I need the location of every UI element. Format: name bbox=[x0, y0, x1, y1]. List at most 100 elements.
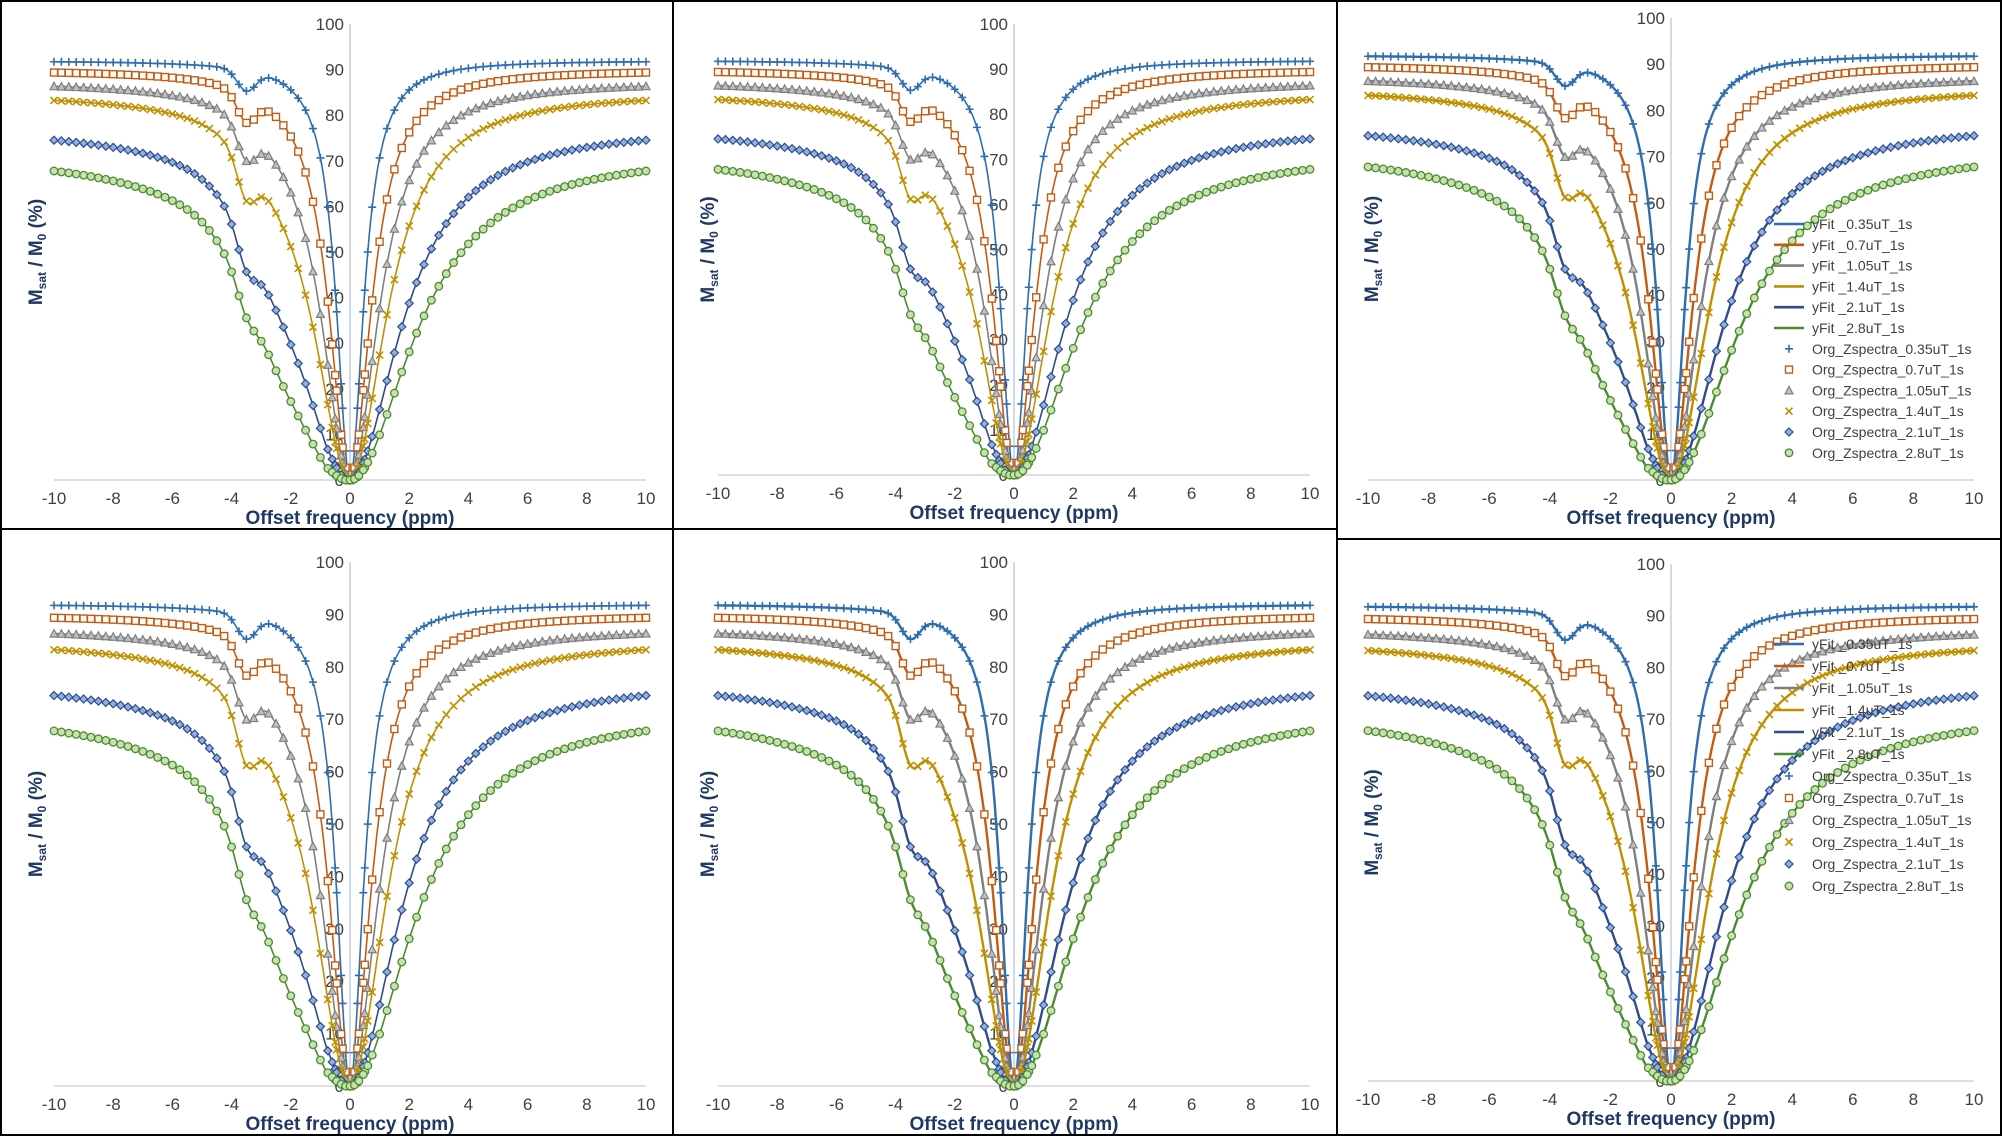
series-1.05uT bbox=[713, 80, 1315, 480]
data-point bbox=[1576, 623, 1585, 632]
data-point bbox=[1223, 703, 1234, 714]
data-point bbox=[64, 168, 74, 178]
data-point bbox=[1283, 96, 1292, 105]
data-point bbox=[123, 145, 133, 155]
data-point bbox=[1363, 75, 1373, 86]
data-point bbox=[1507, 776, 1517, 786]
data-point bbox=[256, 659, 266, 668]
data-point bbox=[101, 649, 110, 659]
data-point bbox=[1260, 138, 1271, 149]
data-point bbox=[1186, 715, 1197, 726]
data-point bbox=[1400, 631, 1411, 641]
data-point bbox=[1202, 105, 1211, 114]
data-point bbox=[1090, 292, 1100, 302]
data-point bbox=[375, 237, 384, 246]
data-point bbox=[116, 58, 125, 67]
data-point bbox=[323, 297, 332, 306]
data-point bbox=[79, 58, 88, 67]
data-point bbox=[234, 291, 244, 301]
data-point bbox=[728, 646, 737, 655]
data-point bbox=[1024, 283, 1033, 292]
data-point bbox=[1863, 66, 1873, 76]
data-point bbox=[449, 831, 459, 841]
y-tick-label: 60 bbox=[989, 195, 1008, 214]
data-point bbox=[1231, 652, 1241, 661]
data-point bbox=[419, 185, 429, 195]
data-point bbox=[515, 199, 525, 209]
data-point bbox=[1432, 652, 1441, 661]
data-point bbox=[1765, 86, 1774, 96]
data-point bbox=[876, 62, 885, 71]
data-point bbox=[575, 651, 584, 660]
data-point bbox=[1268, 68, 1278, 78]
data-point bbox=[332, 1045, 341, 1054]
x-axis-label: Offset frequency (ppm) bbox=[245, 1114, 454, 1135]
data-point bbox=[1232, 58, 1240, 67]
data-point bbox=[559, 633, 570, 643]
data-point bbox=[839, 604, 848, 613]
data-point bbox=[995, 283, 1004, 292]
data-point bbox=[1431, 174, 1441, 184]
data-point bbox=[1462, 749, 1471, 759]
data-point bbox=[322, 1045, 333, 1056]
data-point bbox=[1688, 940, 1699, 951]
data-point bbox=[1424, 603, 1433, 612]
legend-marker bbox=[1784, 814, 1794, 825]
data-point bbox=[515, 764, 525, 774]
data-point bbox=[227, 711, 236, 720]
data-point bbox=[285, 339, 296, 350]
data-point bbox=[824, 107, 834, 116]
chart-svg: -10-8-6-4-202468100102030405060708090100… bbox=[26, 553, 655, 1135]
data-point bbox=[936, 75, 944, 84]
data-point bbox=[427, 651, 436, 660]
data-point bbox=[1855, 188, 1865, 198]
data-point bbox=[486, 674, 495, 683]
data-point bbox=[743, 647, 752, 656]
data-point bbox=[419, 107, 429, 117]
data-point bbox=[1606, 634, 1615, 643]
data-point bbox=[735, 693, 746, 703]
data-point bbox=[1529, 98, 1540, 108]
data-point bbox=[1650, 412, 1661, 422]
data-point bbox=[773, 650, 782, 659]
data-point bbox=[611, 694, 622, 704]
data-point bbox=[1023, 888, 1032, 897]
data-point bbox=[604, 732, 614, 742]
data-point bbox=[1590, 952, 1600, 962]
data-point bbox=[1734, 275, 1745, 285]
data-point bbox=[1900, 700, 1911, 711]
data-point bbox=[138, 654, 147, 664]
data-point bbox=[1685, 818, 1694, 827]
data-point bbox=[1268, 732, 1278, 742]
data-point bbox=[1386, 615, 1395, 624]
data-point bbox=[1684, 337, 1694, 346]
data-point bbox=[1893, 702, 1904, 712]
data-point bbox=[1575, 854, 1585, 865]
data-point bbox=[839, 73, 849, 83]
data-point bbox=[920, 856, 931, 867]
data-point bbox=[1862, 82, 1873, 93]
data-point bbox=[1492, 68, 1501, 78]
data-point bbox=[1485, 661, 1494, 671]
data-point bbox=[1818, 671, 1827, 680]
data-point bbox=[875, 653, 886, 664]
x-axis-label: Offset frequency (ppm) bbox=[245, 508, 454, 529]
data-point bbox=[523, 195, 533, 205]
data-point bbox=[123, 652, 133, 661]
x-tick-label: 4 bbox=[464, 489, 473, 508]
data-point bbox=[1506, 89, 1517, 100]
data-point bbox=[279, 627, 288, 636]
data-point bbox=[765, 99, 774, 108]
data-point bbox=[441, 786, 452, 797]
data-point bbox=[1522, 626, 1532, 636]
data-point bbox=[1246, 737, 1256, 747]
data-point bbox=[1224, 602, 1233, 611]
data-point bbox=[949, 925, 960, 936]
data-point bbox=[750, 614, 760, 624]
data-point bbox=[449, 88, 458, 97]
data-point bbox=[839, 765, 849, 775]
data-point bbox=[824, 190, 834, 200]
data-point bbox=[1091, 618, 1100, 627]
y-tick-label: 70 bbox=[325, 152, 344, 171]
